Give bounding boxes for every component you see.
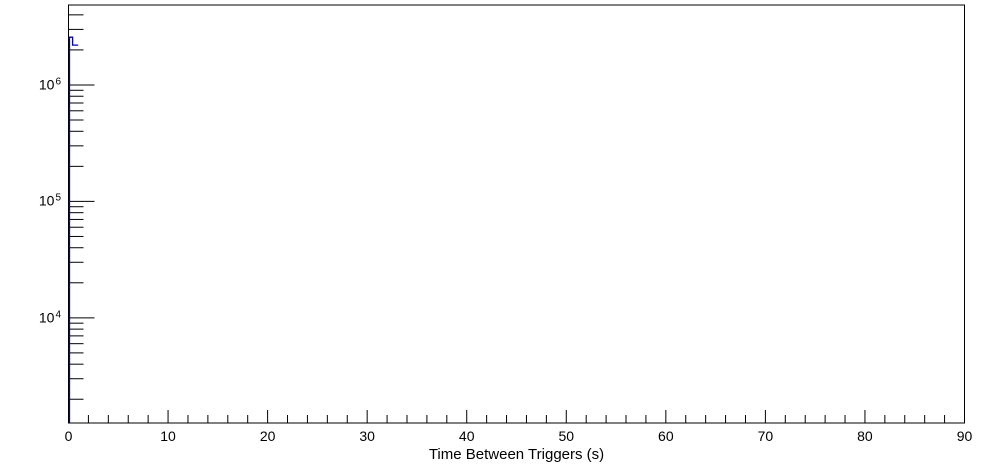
y-tick-label-base: 10: [38, 192, 55, 209]
y-tick-label-base: 10: [38, 309, 55, 326]
x-tick-label: 0: [64, 428, 73, 444]
y-tick-label-exponent: 6: [55, 76, 61, 88]
x-axis-title: Time Between Triggers (s): [428, 446, 605, 463]
plot-frame: [68, 4, 965, 424]
x-tick-label: 20: [259, 428, 276, 444]
x-tick-label: 90: [956, 428, 973, 444]
x-tick-label: 10: [160, 428, 176, 444]
x-tick-label: 60: [658, 428, 674, 444]
y-tick-label: 104: [0, 309, 61, 326]
y-tick-label-exponent: 4: [55, 309, 61, 321]
x-tick-label: 70: [757, 428, 774, 444]
y-tick-label: 106: [0, 76, 61, 93]
x-tick-label: 30: [359, 428, 375, 444]
y-tick-label-base: 10: [38, 76, 55, 93]
y-tick-label: 105: [0, 192, 61, 209]
x-tick-label: 40: [458, 428, 475, 444]
time-between-triggers-histogram: [68, 36, 79, 423]
y-tick-label-exponent: 5: [55, 192, 61, 204]
x-tick-label: 80: [857, 428, 873, 444]
x-tick-label: 50: [558, 428, 575, 444]
